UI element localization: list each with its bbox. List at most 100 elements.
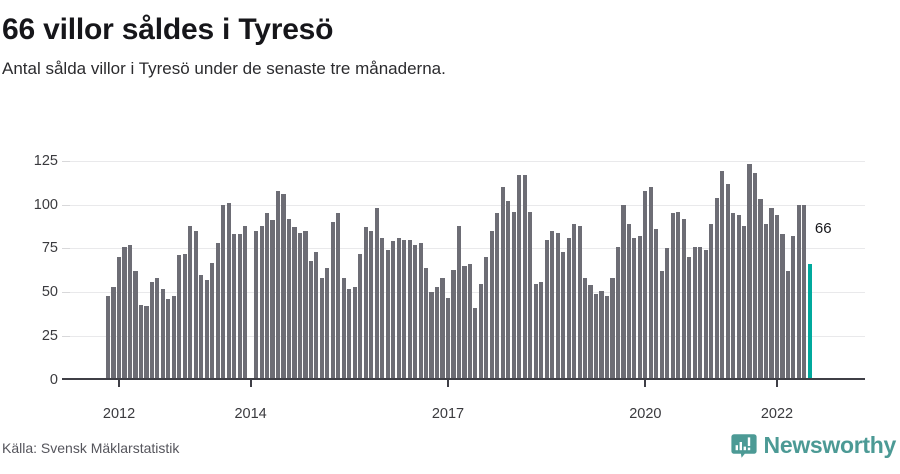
bar[interactable] [369,230,374,380]
bar[interactable] [270,220,275,380]
bar[interactable] [352,287,357,380]
bar[interactable] [116,257,122,380]
bar[interactable] [791,236,796,380]
bar[interactable] [424,267,429,380]
bar[interactable] [604,295,610,380]
bar[interactable] [478,283,483,380]
bar[interactable] [221,204,226,380]
bar[interactable] [380,237,385,380]
bar[interactable] [445,297,451,380]
bar[interactable] [747,164,752,380]
bar[interactable] [127,244,133,380]
bar[interactable] [588,285,593,380]
bar[interactable] [517,174,522,380]
bar[interactable] [319,278,324,380]
bar[interactable] [149,281,154,380]
bar[interactable] [160,288,165,380]
bar[interactable] [566,237,571,380]
bar-highlighted[interactable] [807,264,812,380]
bar[interactable] [434,287,440,380]
bar[interactable] [626,223,631,380]
bar[interactable] [215,243,220,380]
bar[interactable] [374,208,379,380]
bar[interactable] [407,239,412,380]
bar[interactable] [199,274,204,380]
bar[interactable] [758,199,763,380]
bar[interactable] [802,204,807,380]
bar[interactable] [275,190,281,380]
bar[interactable] [182,253,187,380]
bar[interactable] [615,246,621,380]
bar[interactable] [583,278,588,380]
bar[interactable] [402,239,407,380]
bar[interactable] [648,187,653,380]
bar[interactable] [297,232,303,380]
bar[interactable] [254,230,259,380]
bar[interactable] [550,230,555,380]
bar[interactable] [171,295,176,380]
bar[interactable] [692,246,697,380]
bar[interactable] [572,223,577,380]
bar[interactable] [659,271,664,380]
bar[interactable] [204,280,209,380]
bar[interactable] [325,267,330,380]
bar[interactable] [391,241,396,380]
bar[interactable] [106,295,111,380]
bar[interactable] [292,227,297,380]
bar[interactable] [237,234,242,380]
bar[interactable] [484,257,489,380]
bar[interactable] [259,225,264,380]
bar[interactable] [670,213,675,380]
bar[interactable] [456,225,462,380]
bar[interactable] [632,237,637,380]
bar[interactable] [703,250,708,380]
bar[interactable] [193,230,198,380]
bar[interactable] [413,244,418,380]
bar[interactable] [774,215,780,380]
bar[interactable] [495,213,500,380]
bar[interactable] [522,174,527,380]
bar[interactable] [533,283,538,380]
bar[interactable] [473,308,478,380]
bar[interactable] [133,271,138,380]
bar[interactable] [621,204,626,380]
bar[interactable] [418,243,423,380]
bar[interactable] [561,251,566,380]
bar[interactable] [111,287,116,380]
bar[interactable] [281,194,286,380]
bar[interactable] [308,260,313,380]
bar[interactable] [665,248,670,380]
bar[interactable] [396,237,401,380]
bar[interactable] [347,288,352,380]
bar[interactable] [676,211,681,380]
bar[interactable] [226,202,231,380]
bar[interactable] [637,236,642,380]
bar[interactable] [177,255,182,380]
bar[interactable] [336,213,341,380]
bar[interactable] [166,299,171,380]
bar[interactable] [714,197,719,380]
bar[interactable] [785,271,790,380]
bar[interactable] [731,213,736,380]
bar[interactable] [720,171,725,380]
bar[interactable] [314,251,319,380]
bar[interactable] [769,208,774,380]
bar[interactable] [709,223,714,380]
bar[interactable] [385,250,390,380]
bar[interactable] [555,232,560,380]
bar[interactable] [363,227,368,380]
bar[interactable] [138,304,144,380]
bar[interactable] [210,262,215,380]
bar[interactable] [451,269,456,380]
bar[interactable] [500,187,505,380]
bar[interactable] [232,234,237,380]
bar[interactable] [725,183,730,380]
bar[interactable] [188,225,193,380]
bar[interactable] [303,230,308,380]
bar[interactable] [511,211,516,380]
bar[interactable] [763,223,769,380]
bar[interactable] [643,190,648,380]
bar[interactable] [144,306,149,380]
bar[interactable] [429,292,434,380]
bar[interactable] [654,229,659,380]
